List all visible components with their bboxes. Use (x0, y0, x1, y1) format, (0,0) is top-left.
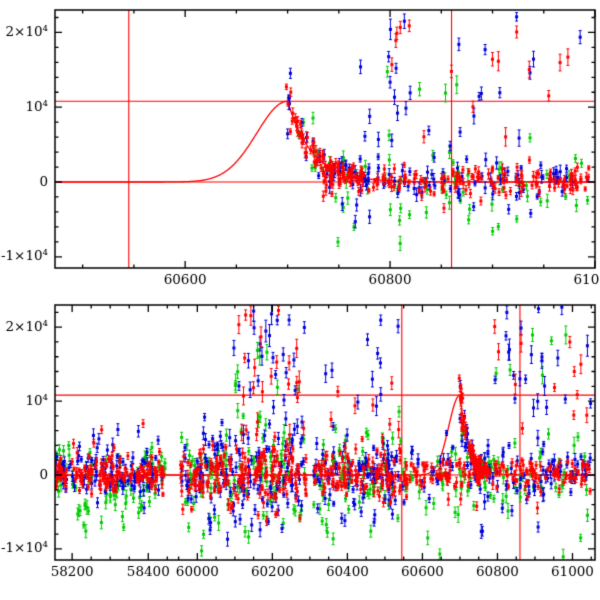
light-curve-canvas (0, 0, 600, 600)
light-curve-figure (0, 0, 600, 600)
